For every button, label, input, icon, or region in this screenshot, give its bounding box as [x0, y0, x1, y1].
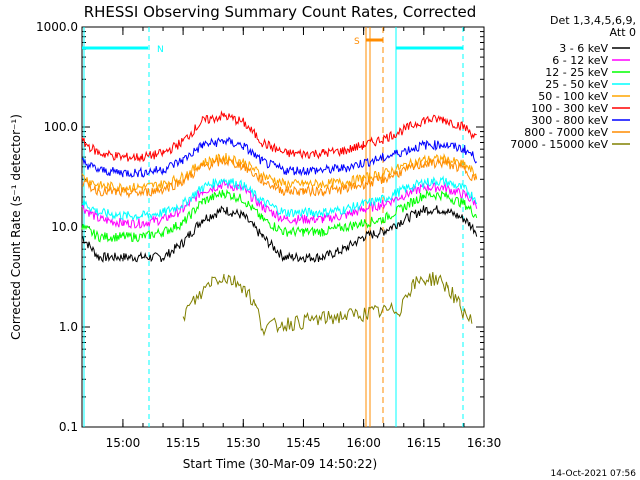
y-tick-label: 10.0 [51, 220, 78, 234]
chart-title: RHESSI Observing Summary Count Rates, Co… [84, 3, 477, 21]
legend-entry-label: 100 - 300 keV [531, 102, 608, 115]
y-axis: 0.1 1.0 10.0 100.0 1000.0 [36, 20, 484, 434]
series-line-5 [81, 110, 477, 163]
series-line-1 [81, 178, 478, 230]
x-tick-label: 15:00 [106, 436, 141, 450]
y-tick-label: 1.0 [59, 320, 78, 334]
legend-entry-label: 6 - 12 keV [552, 54, 608, 67]
legend-entry-label: 800 - 7000 keV [524, 126, 608, 139]
series-line-3 [81, 175, 478, 221]
y-tick-label: 1000.0 [36, 20, 78, 34]
night-label: N [157, 45, 164, 55]
legend-title: Det 1,3,4,5,6,9, [550, 14, 636, 27]
y-tick-label: 100.0 [44, 120, 78, 134]
legend-entry-label: 7000 - 15000 keV [510, 138, 608, 151]
x-tick-label: 16:00 [346, 436, 381, 450]
plot-frame [81, 26, 485, 428]
legend-entry-label: 12 - 25 keV [545, 66, 608, 79]
x-tick-label: 16:30 [467, 436, 502, 450]
series-line-2 [81, 188, 478, 243]
x-axis: 15:00 15:15 15:30 15:45 16:00 16:15 16:30 [106, 27, 502, 450]
legend-entry-label: 3 - 6 keV [559, 42, 608, 55]
series-line-4 [81, 153, 478, 194]
x-axis-title: Start Time (30-Mar-09 14:50:22) [183, 457, 377, 471]
series-lines [81, 110, 478, 337]
y-tick-label: 0.1 [59, 420, 78, 434]
series-line-6 [81, 136, 478, 178]
series-line-0 [81, 205, 478, 263]
legend-entry-label: 300 - 800 keV [531, 114, 608, 127]
y-axis-title: Corrected Count Rate (s⁻¹ detector⁻¹) [9, 114, 23, 340]
series-line-7 [81, 156, 478, 199]
legend-entry-label: 25 - 50 keV [545, 78, 608, 91]
x-tick-label: 15:15 [166, 436, 201, 450]
series-line-8 [182, 272, 473, 337]
observation-markers: NS [82, 27, 464, 427]
x-tick-label: 16:15 [407, 436, 442, 450]
timestamp-label: 14-Oct-2021 07:56 [551, 469, 637, 479]
x-tick-label: 15:45 [286, 436, 321, 450]
legend-entry-label: 50 - 100 keV [538, 90, 608, 103]
legend-title: Att 0 [610, 26, 636, 39]
x-tick-label: 15:30 [226, 436, 261, 450]
saa-label: S [354, 37, 360, 47]
